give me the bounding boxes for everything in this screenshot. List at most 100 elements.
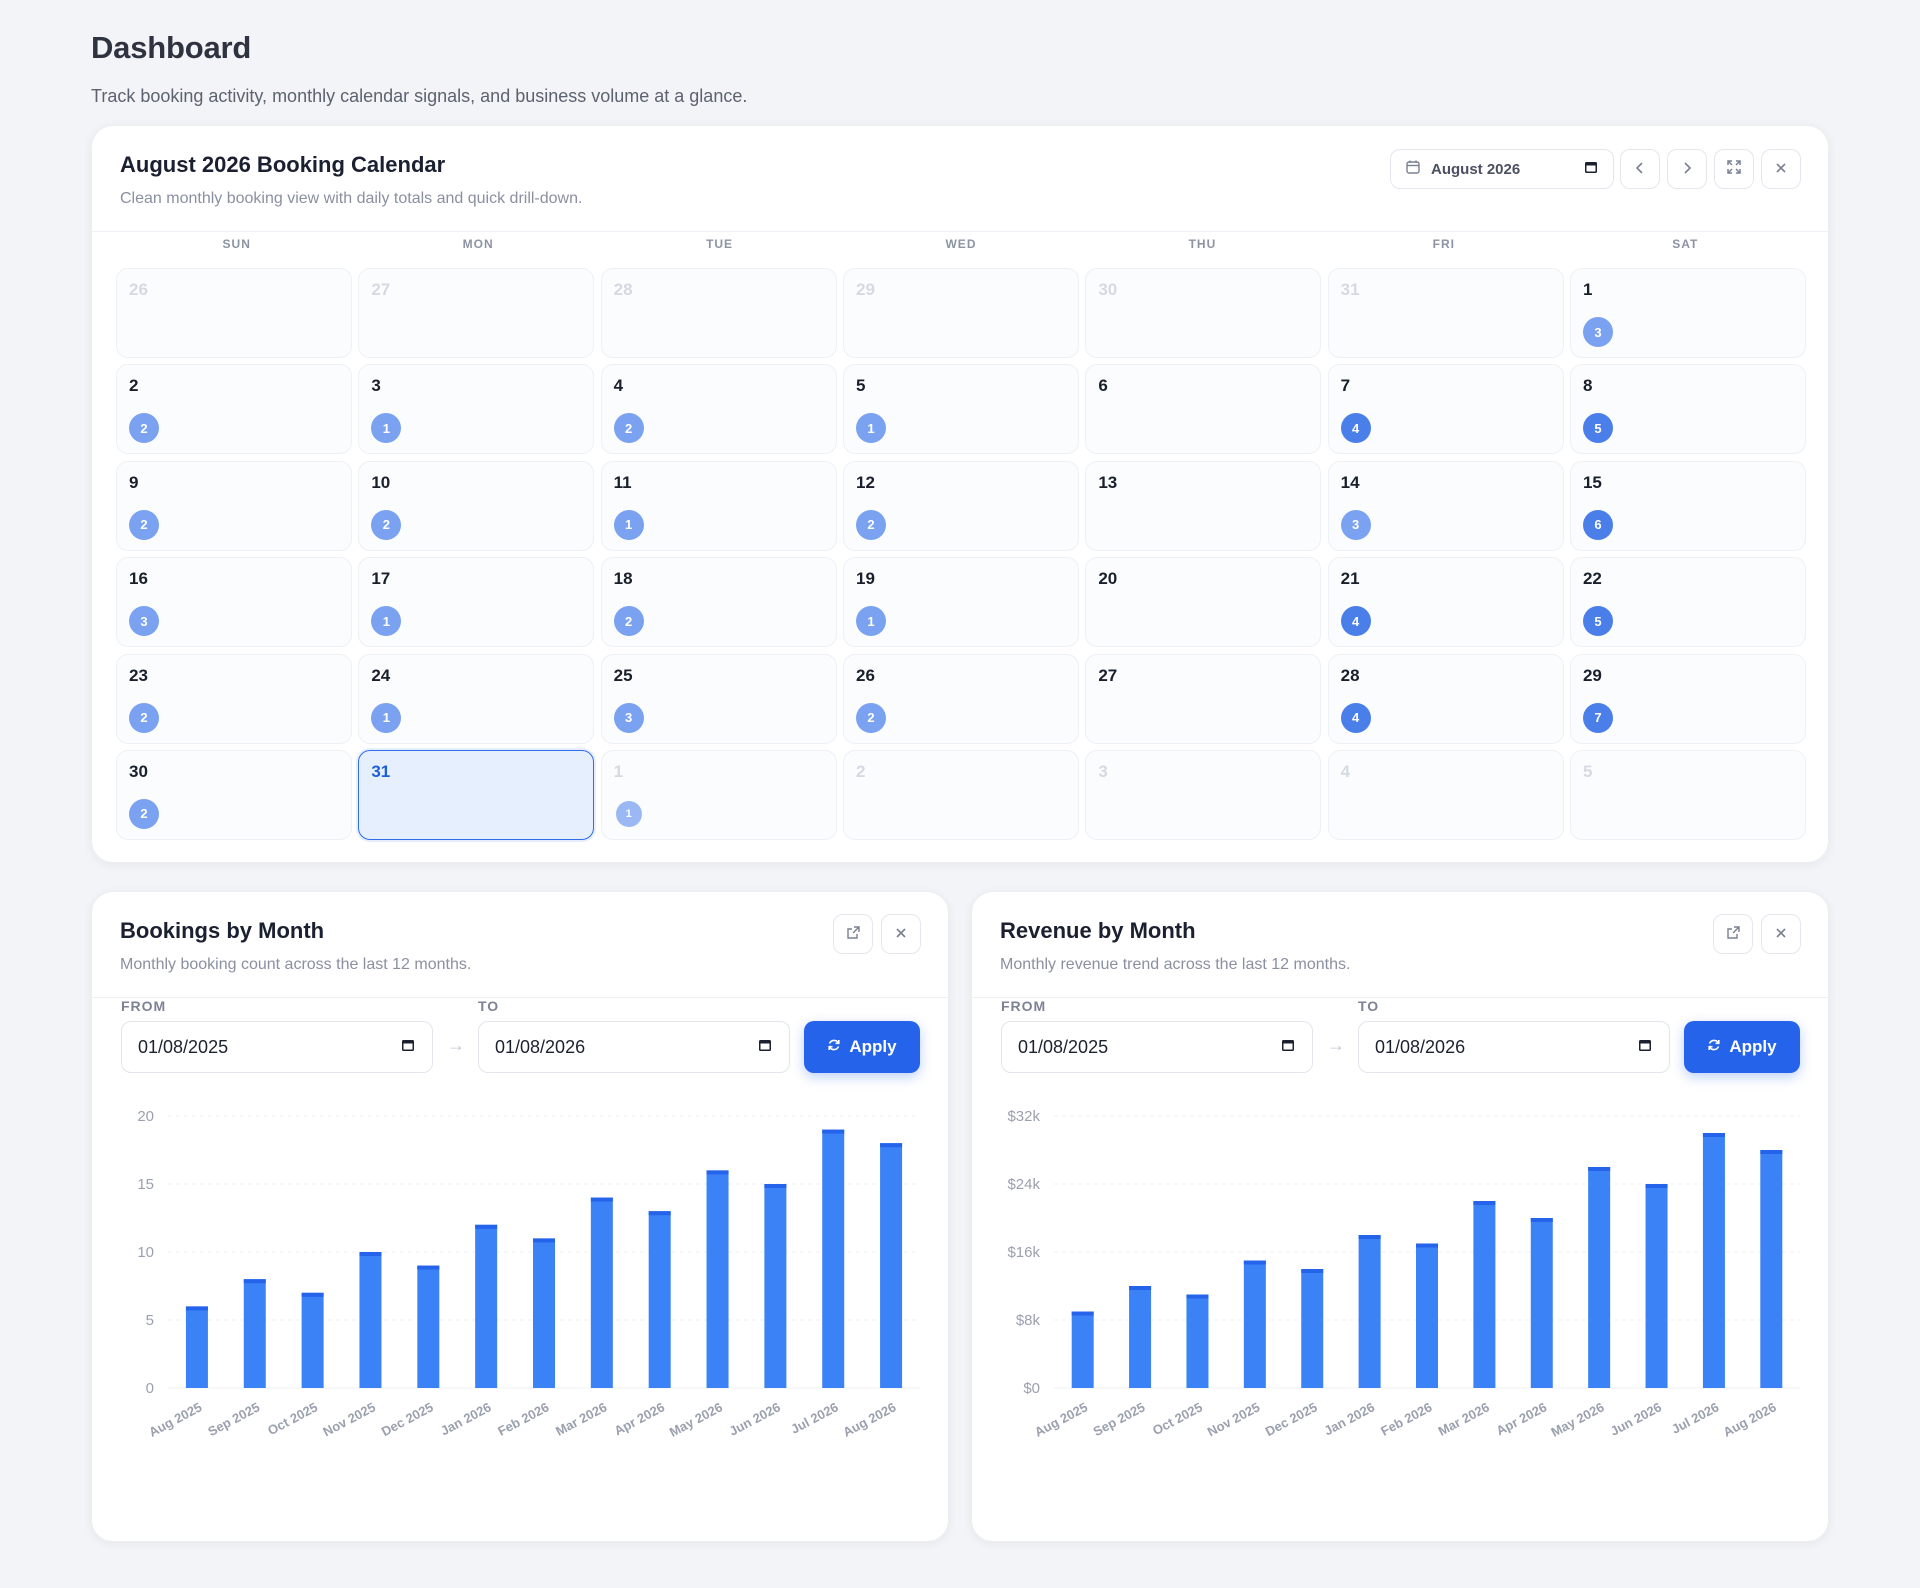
calendar-icon[interactable] [757,1037,773,1058]
calendar-day-cell[interactable]: 19 1 [842,557,1079,648]
booking-count-badge[interactable]: 2 [855,509,886,540]
booking-count-badge[interactable]: 6 [1582,509,1613,540]
calendar-day-cell[interactable]: 20 [1085,557,1322,648]
booking-count-badge[interactable]: 2 [129,702,159,733]
booking-count-badge[interactable]: 2 [855,702,886,733]
revenue-apply-button[interactable]: Apply [1684,1021,1800,1073]
calendar-day-cell[interactable]: 18 2 [600,557,837,648]
revenue-from-date-input[interactable]: 01/08/2025 [1001,1021,1313,1073]
month-picker[interactable]: August 2026 [1390,149,1614,189]
booking-count-badge[interactable]: 4 [1340,413,1371,444]
calendar-day-cell[interactable]: 22 5 [1569,557,1806,648]
calendar-day-cell[interactable]: 26 2 [842,653,1079,744]
calendar-day-cell[interactable]: 10 2 [358,460,595,551]
bookings-to-date-input[interactable]: 01/08/2026 [478,1021,790,1073]
booking-count-badge[interactable]: 1 [615,800,642,827]
booking-count-badge[interactable]: 2 [129,509,159,540]
bookings-close-button[interactable] [881,914,921,954]
calendar-day-cell[interactable]: 6 [1085,364,1322,455]
calendar-day-cell[interactable]: 29 [842,268,1079,358]
calendar-icon[interactable] [1637,1037,1653,1058]
arrow-right-icon: → [1327,1035,1345,1055]
calendar-day-cell[interactable]: 21 4 [1327,557,1564,648]
booking-count-badge[interactable]: 5 [1582,413,1613,444]
booking-count-badge[interactable]: 1 [855,606,886,637]
calendar-day-cell[interactable]: 13 [1085,460,1322,551]
bookings-open-external-button[interactable] [833,914,873,954]
calendar-day-cell[interactable]: 17 1 [358,557,595,648]
calendar-day-cell[interactable]: 28 [600,268,837,358]
bookings-from-label: FROM [121,998,167,1014]
calendar-day-cell[interactable]: 2 [842,749,1079,840]
booking-count-badge[interactable]: 2 [129,798,159,829]
booking-count-badge[interactable]: 2 [613,413,644,444]
bar [1186,1294,1209,1388]
booking-count-badge[interactable]: 3 [129,606,159,637]
revenue-open-external-button[interactable] [1713,914,1753,954]
booking-count-badge[interactable]: 2 [613,606,644,637]
calendar-day-cell[interactable]: 3 [1085,749,1322,840]
calendar-day-cell[interactable]: 26 [116,268,352,358]
weekday-label: TUE [706,237,734,251]
day-number: 28 [1340,665,1360,685]
booking-count-badge[interactable]: 1 [371,606,402,637]
close-calendar-button[interactable] [1761,149,1801,189]
bookings-from-date-input[interactable]: 01/08/2025 [121,1021,433,1073]
bookings-apply-button[interactable]: Apply [804,1021,920,1073]
booking-count-badge[interactable]: 4 [1340,702,1371,733]
day-number: 7 [1340,376,1351,396]
booking-count-badge[interactable]: 2 [371,509,402,540]
close-icon [1774,158,1788,181]
calendar-day-cell[interactable]: 24 1 [358,653,595,744]
prev-month-button[interactable] [1620,149,1660,189]
calendar-icon[interactable] [400,1037,416,1058]
calendar-day-cell[interactable]: 30 2 [116,749,352,840]
calendar-day-cell[interactable]: 14 3 [1327,460,1564,551]
calendar-day-cell[interactable]: 5 [1569,749,1806,840]
calendar-day-cell[interactable]: 27 [1085,653,1322,744]
calendar-day-cell[interactable]: 12 2 [842,460,1079,551]
booking-count-badge[interactable]: 1 [613,509,644,540]
expand-button[interactable] [1714,149,1754,189]
booking-count-badge[interactable]: 2 [129,413,159,444]
calendar-day-cell[interactable]: 23 2 [116,653,352,744]
booking-count-badge[interactable]: 3 [1582,317,1613,347]
calendar-day-cell[interactable]: 31 [358,749,595,840]
booking-count-badge[interactable]: 1 [371,702,402,733]
calendar-day-cell[interactable]: 15 6 [1569,460,1806,551]
calendar-day-cell[interactable]: 11 1 [600,460,837,551]
calendar-day-cell[interactable]: 31 [1327,268,1564,358]
revenue-close-button[interactable] [1761,914,1801,954]
next-month-button[interactable] [1667,149,1707,189]
calendar-icon[interactable] [1280,1037,1296,1058]
revenue-to-date-input[interactable]: 01/08/2026 [1358,1021,1670,1073]
booking-count-badge[interactable]: 4 [1340,606,1371,637]
calendar-day-cell[interactable]: 4 [1327,749,1564,840]
calendar-day-cell[interactable]: 16 3 [116,557,352,648]
booking-count-badge[interactable]: 1 [371,413,402,444]
booking-count-badge[interactable]: 3 [1340,509,1371,540]
day-number: 11 [613,472,632,492]
calendar-day-cell[interactable]: 28 4 [1327,653,1564,744]
close-icon [894,923,908,946]
calendar-picker-icon[interactable] [1583,159,1599,180]
booking-count-badge[interactable]: 7 [1582,702,1613,733]
calendar-day-cell[interactable]: 27 [358,268,595,358]
calendar-title: August 2026 Booking Calendar [120,152,446,177]
x-tick-label: Nov 2025 [320,1399,377,1439]
calendar-day-cell[interactable]: 30 [1085,268,1322,358]
calendar-day-cell[interactable]: 25 3 [600,653,837,744]
booking-count-badge[interactable]: 1 [855,413,886,444]
calendar-day-cell[interactable]: 29 7 [1569,653,1806,744]
booking-count-badge[interactable]: 5 [1582,606,1613,637]
booking-count-badge[interactable]: 3 [613,702,644,733]
